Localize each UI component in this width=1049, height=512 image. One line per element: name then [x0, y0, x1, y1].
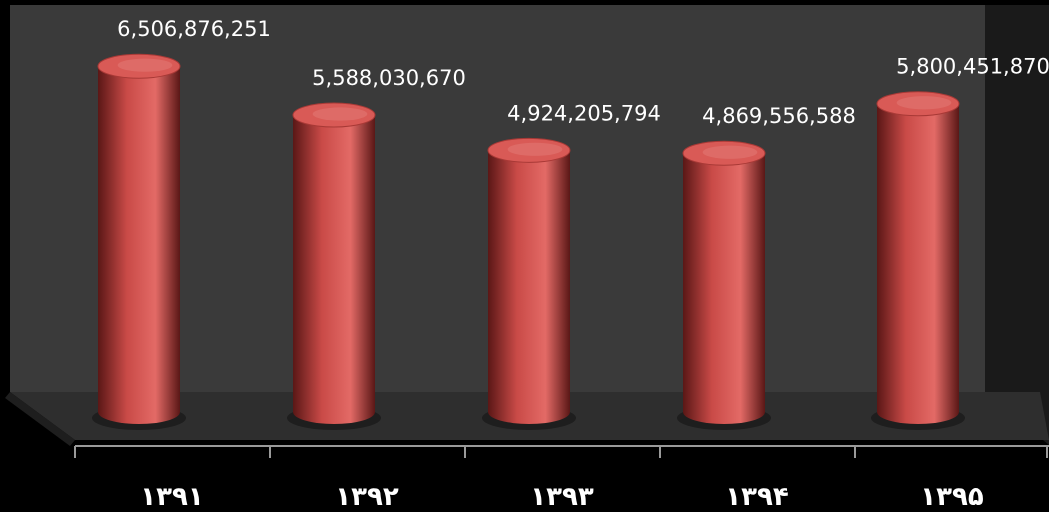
bar: [677, 140, 771, 430]
bar-body: [293, 115, 375, 425]
bar-top: [876, 91, 960, 117]
value-label: 4,869,556,588: [702, 104, 856, 128]
x-tick-label: ۱۳۹۱: [140, 482, 203, 512]
value-label: 5,588,030,670: [312, 66, 466, 90]
bar: [482, 137, 576, 430]
value-label: 4,924,205,794: [507, 101, 661, 125]
bar-top-highlight: [507, 142, 563, 156]
bar-body: [683, 153, 765, 424]
x-tick-label: ۱۳۹۳: [530, 482, 594, 512]
bar: [871, 91, 965, 430]
x-tick-label: ۱۳۹۲: [335, 482, 399, 512]
bar-top-highlight: [702, 145, 758, 159]
side-wall: [985, 5, 1049, 445]
value-label: 5,800,451,870: [896, 55, 1049, 79]
bar-top: [97, 53, 181, 79]
bar-top: [487, 137, 571, 163]
bar-series: [92, 53, 965, 430]
bar-top-highlight: [896, 96, 952, 110]
bar-top: [682, 140, 766, 166]
bar-top-highlight: [117, 58, 173, 72]
x-axis: ۱۳۹۱ ۱۳۹۲ ۱۳۹۳ ۱۳۹۴ ۱۳۹۵: [74, 445, 1049, 512]
value-label: 6,506,876,251: [117, 17, 271, 41]
bar-body: [488, 150, 570, 424]
bar: [92, 53, 186, 430]
floor-edge: [5, 392, 75, 446]
bar-body: [877, 103, 959, 425]
bar: [287, 102, 381, 430]
x-tick-label: ۱۳۹۴: [725, 482, 788, 512]
x-tick-label: ۱۳۹۵: [920, 482, 984, 512]
bar-body: [98, 66, 180, 424]
value-labels: 6,506,876,251 5,588,030,670 4,924,205,794 4…: [117, 17, 1049, 128]
bar-top-highlight: [312, 107, 368, 121]
bar-top: [292, 102, 376, 128]
